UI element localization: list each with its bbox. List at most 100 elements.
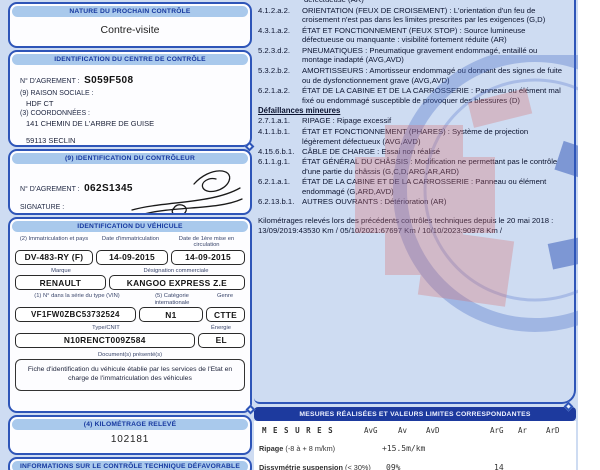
categorie-label: (5) Catégorie internationale <box>154 293 190 306</box>
defect-code: 4.15.6.b.1. <box>258 146 295 156</box>
column-av: Av <box>398 426 408 435</box>
signature-label: SIGNATURE : <box>20 203 65 211</box>
type-cnit-value: N10RENCT009Z584 <box>15 332 195 348</box>
minor-defect-item: 4.15.6.b.1. CÂBLE DE CHARGE : Essai non … <box>258 147 568 157</box>
section-identification-vehicule: IDENTIFICATION DU VÉHICULE (2) Immatricu… <box>8 217 252 413</box>
defect-code: 4.3.1.a.2. <box>258 25 291 35</box>
agrement-label: N° D'AGREMENT : <box>20 185 80 193</box>
column-ar: Ar <box>518 426 528 435</box>
registration-date: 14-09-2015 <box>96 249 168 265</box>
vin-number: VF1FW0ZBC53732524 <box>15 307 136 322</box>
major-defect-item: 4.3.1.a.2. ÉTAT ET FONCTIONNEMENT (FEUX … <box>258 26 568 46</box>
date-immatriculation-label: Date d'immatriculation <box>101 235 160 242</box>
major-defect-item: 5.3.2.b.2. AMORTISSEURS : Amortisseur en… <box>258 66 568 86</box>
section-header: NATURE DU PROCHAIN CONTRÔLE <box>12 5 248 17</box>
section-informations-defavorable: INFORMATIONS SUR LE CONTRÔLE TECHNIQUE D… <box>8 457 252 470</box>
measures-header-label: M E S U R E S <box>262 426 334 435</box>
major-defect-item: 6.2.1.a.2. ÉTAT DE LA CABINE ET DE LA CA… <box>258 86 568 106</box>
defect-text: CÂBLE DE CHARGE : Essai non réalisé <box>302 146 440 156</box>
minor-defect-item: 6.2.13.b.1. AUTRES OUVRANTS : Détériorat… <box>258 197 568 207</box>
vehicle-make: RENAULT <box>15 275 106 290</box>
agrement-label: N° D'AGREMENT : <box>20 77 80 85</box>
section-header: INFORMATIONS SUR LE CONTRÔLE TECHNIQUE D… <box>12 460 248 470</box>
measure-row-label: Dissymétrie suspension (< 30%) <box>259 463 371 470</box>
measure-row-label: Ripage (-8 à + 8 m/km) <box>259 444 336 453</box>
defect-code: 6.2.1.a.1. <box>258 177 291 187</box>
section-header: IDENTIFICATION DU CENTRE DE CONTRÔLE <box>12 53 248 65</box>
measure-value: 14 <box>494 463 504 470</box>
date-mise-circulation-label: Date de 1ère mise en circulation <box>178 235 235 249</box>
defect-text: ÉTAT DE LA CABINE ET DE LA CARROSSERIE :… <box>302 85 561 105</box>
documents-presentes-label: Document(s) présenté(s) <box>97 351 163 358</box>
category-value: N1 <box>138 307 204 322</box>
controleur-signature <box>131 169 243 213</box>
centre-city: 59113 SECLIN <box>26 135 76 145</box>
type-cnit-label: Type/CNIT <box>92 325 120 331</box>
immatriculation-label: (2) Immatriculation et pays <box>19 235 89 242</box>
clipped-previous-line: défectueuse (AR) <box>258 0 568 5</box>
vehicle-model: KANGOO EXPRESS Z.E <box>108 275 245 290</box>
minor-defect-item: 6.2.1.a.1. ÉTAT DE LA CABINE ET DE LA CA… <box>258 177 568 197</box>
defect-code: 6.2.13.b.1. <box>258 197 295 207</box>
defect-code: 5.3.2.b.2. <box>258 65 291 75</box>
column-arg: ArG <box>490 426 504 435</box>
defect-text: ORIENTATION (FEUX DE CROISEMENT) : L'ori… <box>302 5 546 25</box>
column-ard: ArD <box>546 426 560 435</box>
section-header: (4) KILOMÉTRAGE RELEVÉ <box>12 418 248 430</box>
defect-code: 4.1.2.a.2. <box>258 5 291 15</box>
prochain-controle-value: Contre-visite <box>100 23 160 36</box>
minor-defect-item: 2.7.1.a.1. RIPAGE : Ripage excessif <box>258 116 568 126</box>
section-header: IDENTIFICATION DU VÉHICULE <box>12 220 248 232</box>
major-defect-item: 4.1.2.a.2. ORIENTATION (FEUX DE CROISEME… <box>258 6 568 26</box>
measures-table: M E S U R E S AvG Av AvD ArG Ar ArD Ripa… <box>254 421 576 470</box>
defect-code: 2.7.1.a.1. <box>258 116 291 126</box>
first-circulation-date: 14-09-2015 <box>171 249 245 265</box>
defect-code: 6.2.1.a.2. <box>258 85 291 95</box>
defect-code: 6.1.1.g.1. <box>258 157 291 167</box>
defect-code: 4.1.1.b.1. <box>258 126 291 136</box>
centre-address: 141 CHEMIN DE L'ARBRE DE GUISE <box>26 118 155 128</box>
plate-number: DV-483-RY (F) <box>15 249 93 265</box>
centre-phone: 03.20.62.83.35 <box>20 147 250 148</box>
minor-defect-item: 4.1.1.b.1. ÉTAT ET FONCTIONNEMENT (PHARE… <box>258 127 568 147</box>
genre-value: CTTE <box>206 307 245 322</box>
defect-code: 5.2.3.d.2. <box>258 45 291 55</box>
measure-value: 09% <box>386 463 401 470</box>
column-avg: AvG <box>364 426 378 435</box>
defect-text: RIPAGE : Ripage excessif <box>302 116 392 126</box>
marque-label: Marque <box>51 267 71 274</box>
vin-label: (1) N° dans la série du type (VIN) <box>34 293 120 299</box>
minor-defects-heading: Défaillances mineures <box>258 105 341 115</box>
defect-text: PNEUMATIQUES : Pneumatique gravement end… <box>302 45 538 65</box>
section-kilometrage: (4) KILOMÉTRAGE RELEVÉ 102181 <box>8 415 252 455</box>
energy-value: EL <box>197 332 245 348</box>
km-history-paragraph: Kilométrages relevés lors des précédents… <box>258 216 554 236</box>
defect-text: AMORTISSEURS : Amortisseur endommagé ou … <box>302 65 563 85</box>
section-header: (9) IDENTIFICATION DU CONTRÔLEUR <box>12 152 248 164</box>
section-centre-de-controle: IDENTIFICATION DU CENTRE DE CONTRÔLE N° … <box>8 50 252 147</box>
defect-text: ÉTAT DE LA CABINE ET DE LA CARROSSERIE :… <box>302 177 547 197</box>
defect-text: ÉTAT GÉNÉRAL DU CHÂSSIS : Modification n… <box>302 157 558 176</box>
defects-panel: défectueuse (AR) 4.1.2.a.2. ORIENTATION … <box>254 0 576 404</box>
inspection-report-page: NATURE DU PROCHAIN CONTRÔLE Contre-visit… <box>0 0 578 470</box>
controleur-agrement-number: 062S1345 <box>84 182 133 194</box>
column-avd: AvD <box>426 426 440 435</box>
measure-value: +15.5m/km <box>382 444 426 453</box>
coordonnees-label: (3) COORDONNÉES : <box>20 109 91 117</box>
section-nature-prochain-controle: NATURE DU PROCHAIN CONTRÔLE Contre-visit… <box>8 2 252 48</box>
centre-agrement-number: S059F508 <box>84 74 134 86</box>
measures-band-title: MESURES RÉALISÉES ET VALEURS LIMITES COR… <box>254 407 576 421</box>
odometer-reading: 102181 <box>110 433 150 445</box>
major-defect-item: 5.2.3.d.2. PNEUMATIQUES : Pneumatique gr… <box>258 46 568 66</box>
genre-label: Genre <box>216 293 234 299</box>
raison-sociale-label: (9) RAISON SOCIALE : <box>20 89 94 97</box>
section-controleur: (9) IDENTIFICATION DU CONTRÔLEUR N° D'AG… <box>8 149 252 215</box>
minor-defect-item: 6.1.1.g.1. ÉTAT GÉNÉRAL DU CHÂSSIS : Mod… <box>258 157 568 177</box>
raison-sociale-value: HDF CT <box>26 98 54 108</box>
defect-text: AUTRES OUVRANTS : Détérioration (AR) <box>302 197 447 207</box>
defect-text: ÉTAT ET FONCTIONNEMENT (PHARES) : Systèm… <box>302 126 529 146</box>
defect-text: ÉTAT ET FONCTIONNEMENT (FEUX STOP) : Sou… <box>302 25 526 45</box>
energie-label: Énergie <box>211 325 231 331</box>
documents-presentes-value: Fiche d'identification du véhicule établ… <box>15 359 245 391</box>
designation-label: Désignation commerciale <box>143 267 209 274</box>
